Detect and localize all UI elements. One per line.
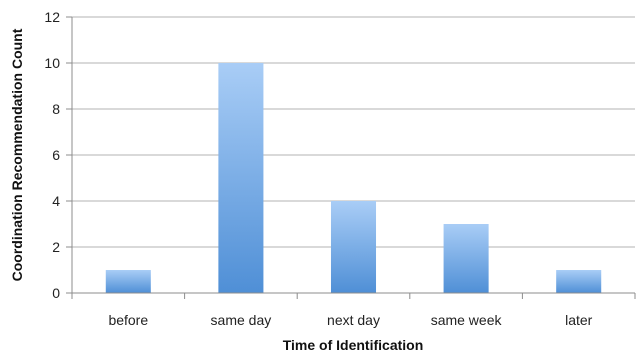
x-tick-label: later bbox=[565, 312, 593, 328]
x-tick-label: before bbox=[108, 312, 148, 328]
y-tick-label: 6 bbox=[52, 147, 60, 163]
y-axis-title: Coordination Recommendation Count bbox=[9, 28, 25, 281]
y-tick-label: 4 bbox=[52, 193, 60, 209]
bar-same-week bbox=[443, 224, 489, 293]
x-tick-label: same week bbox=[431, 312, 503, 328]
y-tick-label: 12 bbox=[44, 9, 60, 25]
bar-same-day bbox=[218, 63, 264, 293]
x-tick-label: next day bbox=[327, 312, 380, 328]
gridlines bbox=[72, 16, 635, 248]
x-tick-label: same day bbox=[211, 312, 272, 328]
x-axis-title: Time of Identification bbox=[283, 337, 424, 353]
x-tick-labels: before same day next day same week later bbox=[108, 312, 592, 328]
y-tick-label: 8 bbox=[52, 101, 60, 117]
bars bbox=[105, 63, 602, 293]
y-tick-label: 10 bbox=[44, 55, 60, 71]
bar-before bbox=[105, 270, 151, 293]
y-tick-labels: 0 2 4 6 8 10 12 bbox=[44, 9, 72, 301]
y-tick-label: 0 bbox=[52, 285, 60, 301]
bar-later bbox=[556, 270, 602, 293]
y-tick-label: 2 bbox=[52, 239, 60, 255]
bar-next-day bbox=[330, 201, 377, 293]
